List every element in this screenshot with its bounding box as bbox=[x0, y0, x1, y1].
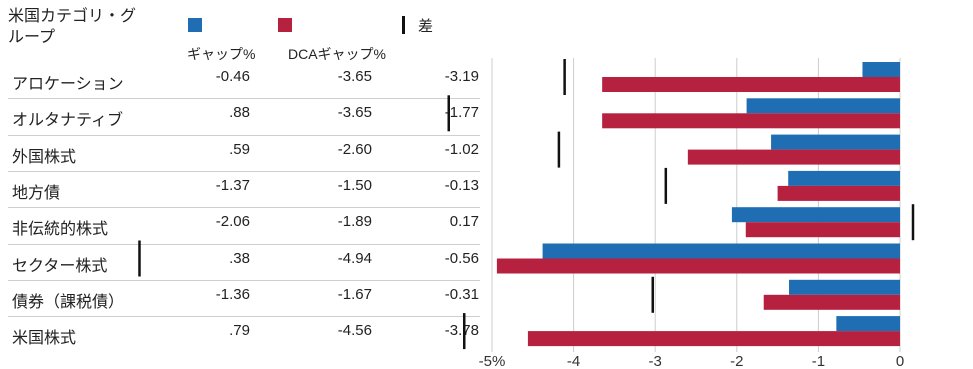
row-dca-value: -4.56 bbox=[337, 322, 372, 340]
dca-gap-bar bbox=[763, 294, 900, 310]
category-header: 米国カテゴリ・グループ bbox=[8, 8, 137, 46]
row-dca-value: -3.65 bbox=[337, 104, 372, 122]
row-name: 債券（課税債） bbox=[12, 293, 125, 311]
row-divider bbox=[8, 279, 480, 281]
legend-diff-label: 差 bbox=[418, 18, 434, 35]
row-dca-value: -1.50 bbox=[337, 176, 372, 194]
dca-gap-bar bbox=[496, 258, 900, 274]
row-name: 非伝統的株式 bbox=[12, 221, 109, 239]
row-dca-value: -3.65 bbox=[337, 68, 372, 85]
dca-gap-bar bbox=[602, 77, 900, 92]
row-diff-value: -1.02 bbox=[444, 140, 479, 158]
row-gap-value: .79 bbox=[229, 322, 250, 340]
dca-gap-bar bbox=[777, 185, 900, 201]
x-tick-label: -5% bbox=[479, 353, 506, 369]
row-diff-value: -3.19 bbox=[444, 68, 479, 85]
row-diff-value: -0.13 bbox=[444, 176, 479, 194]
row-diff-value: -0.56 bbox=[444, 249, 479, 267]
dca-gap-bar bbox=[745, 222, 900, 238]
row-gap-value: -1.36 bbox=[215, 285, 250, 303]
row-divider bbox=[8, 207, 480, 209]
row-diff-value: 0.17 bbox=[449, 213, 479, 231]
row-divider bbox=[8, 134, 480, 136]
row-diff-value: -1.77 bbox=[444, 104, 479, 122]
legend-dca-gap-label: DCAギャップ% bbox=[288, 46, 387, 62]
row-name: 地方債 bbox=[12, 184, 61, 202]
legend-gap-swatch bbox=[188, 18, 202, 32]
row-divider bbox=[8, 170, 480, 172]
gap-bar bbox=[731, 207, 900, 223]
legend-dca-gap-swatch bbox=[278, 18, 292, 32]
row-dca-value: -4.94 bbox=[337, 249, 372, 267]
gap-bar bbox=[789, 279, 900, 295]
row-diff-value: -0.31 bbox=[444, 285, 479, 303]
row-divider bbox=[8, 243, 480, 245]
row-dca-value: -1.89 bbox=[337, 213, 372, 231]
row-divider bbox=[8, 316, 480, 318]
row-name: オルタナティブ bbox=[12, 112, 124, 130]
gap-bar bbox=[862, 62, 900, 77]
row-dca-value: -1.67 bbox=[337, 285, 372, 303]
gap-bar bbox=[542, 243, 900, 259]
row-name: 外国株式 bbox=[12, 148, 77, 166]
row-dca-value: -2.60 bbox=[337, 140, 372, 158]
row-name: 米国株式 bbox=[12, 330, 77, 348]
row-diff-value: -3.78 bbox=[444, 322, 479, 340]
legend-gap-label: ギャップ% bbox=[187, 46, 256, 62]
dca-gap-bar bbox=[527, 331, 900, 347]
gap-bar bbox=[788, 170, 900, 186]
x-tick-label: -4 bbox=[567, 353, 580, 369]
x-tick-label: 0 bbox=[896, 353, 904, 369]
row-gap-value: .38 bbox=[229, 249, 250, 267]
dca-gap-bar bbox=[687, 149, 900, 165]
row-gap-value: -1.37 bbox=[215, 176, 250, 194]
row-name: アロケーション bbox=[12, 76, 124, 93]
row-gap-value: -0.46 bbox=[215, 68, 250, 85]
gap-bar bbox=[771, 134, 900, 150]
x-tick-label: -3 bbox=[649, 353, 662, 369]
x-tick-label: -2 bbox=[730, 353, 743, 369]
legend-diff-mark bbox=[402, 16, 405, 34]
row-gap-value: .88 bbox=[229, 104, 250, 122]
dca-gap-bar bbox=[602, 113, 900, 129]
x-tick-label: -1 bbox=[812, 353, 825, 369]
row-name: セクター株式 bbox=[12, 257, 108, 275]
row-divider bbox=[8, 98, 480, 100]
row-gap-value: -2.06 bbox=[215, 213, 250, 231]
gap-bar bbox=[746, 98, 900, 114]
row-gap-value: .59 bbox=[229, 140, 250, 158]
gap-bar bbox=[836, 316, 900, 332]
